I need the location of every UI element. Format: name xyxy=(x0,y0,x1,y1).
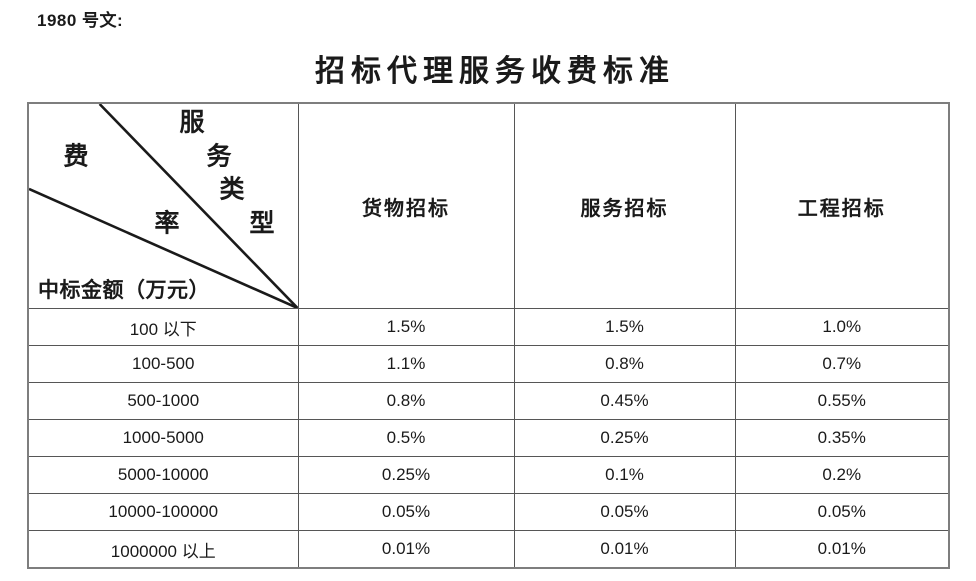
fee-value-cell: 0.5% xyxy=(297,419,515,457)
fee-value-cell: 0.01% xyxy=(734,530,950,569)
fee-value-cell: 0.8% xyxy=(513,345,736,383)
corner-service-type-char: 服 xyxy=(179,109,205,137)
table-row: 10000-100000 0.05% 0.05% 0.05% xyxy=(27,493,950,531)
diagonal-line-lower xyxy=(29,187,298,308)
fee-standard-table: 服 务 类 型 费 率 中标金额（万元） 货物招标 服务招标 工程招标 100 … xyxy=(27,102,950,569)
corner-fee-rate-char: 率 xyxy=(154,210,180,238)
row-label-cell: 100 以下 xyxy=(27,308,299,346)
table-row: 500-1000 0.8% 0.45% 0.55% xyxy=(27,382,950,420)
diagonal-line-upper xyxy=(98,104,298,308)
doc-number-label: 1980 号文: xyxy=(37,11,124,30)
diagonal-corner-cell: 服 务 类 型 费 率 中标金额（万元） xyxy=(27,102,299,309)
table-row: 5000-10000 0.25% 0.1% 0.2% xyxy=(27,456,950,494)
row-label-cell: 10000-100000 xyxy=(27,493,299,531)
fee-value-cell: 0.25% xyxy=(513,419,736,457)
fee-value-cell: 0.1% xyxy=(513,456,736,494)
row-label-cell: 1000000 以上 xyxy=(27,530,299,569)
corner-service-type-char: 类 xyxy=(219,176,245,204)
table-header-row: 服 务 类 型 费 率 中标金额（万元） 货物招标 服务招标 工程招标 xyxy=(27,102,950,309)
column-header-service: 服务招标 xyxy=(513,102,736,309)
fee-value-cell: 0.45% xyxy=(513,382,736,420)
fee-value-cell: 0.7% xyxy=(734,345,950,383)
fee-value-cell: 0.05% xyxy=(297,493,515,531)
column-header-engineering: 工程招标 xyxy=(734,102,950,309)
fee-value-cell: 0.8% xyxy=(297,382,515,420)
fee-value-cell: 1.0% xyxy=(734,308,950,346)
fee-value-cell: 0.25% xyxy=(297,456,515,494)
corner-amount-label: 中标金额（万元） xyxy=(38,278,210,302)
fee-value-cell: 0.35% xyxy=(734,419,950,457)
table-row: 1000-5000 0.5% 0.25% 0.35% xyxy=(27,419,950,457)
fee-value-cell: 0.05% xyxy=(734,493,950,531)
fee-value-cell: 1.5% xyxy=(513,308,736,346)
table-row: 1000000 以上 0.01% 0.01% 0.01% xyxy=(27,530,950,569)
fee-value-cell: 0.55% xyxy=(734,382,950,420)
corner-service-type-char: 务 xyxy=(206,143,232,171)
row-label-cell: 100-500 xyxy=(27,345,299,383)
fee-value-cell: 0.2% xyxy=(734,456,950,494)
fee-value-cell: 1.5% xyxy=(297,308,515,346)
diagonal-lines-graphic xyxy=(29,104,298,308)
corner-fee-rate-char: 费 xyxy=(63,143,89,171)
column-header-goods: 货物招标 xyxy=(297,102,515,309)
fee-value-cell: 0.01% xyxy=(297,530,515,569)
fee-value-cell: 1.1% xyxy=(297,345,515,383)
row-label-cell: 5000-10000 xyxy=(27,456,299,494)
fee-value-cell: 0.01% xyxy=(513,530,736,569)
page-title: 招标代理服务收费标准 xyxy=(315,55,675,88)
row-label-cell: 1000-5000 xyxy=(27,419,299,457)
diagonal-corner-box: 服 务 类 型 费 率 中标金额（万元） xyxy=(29,104,298,308)
corner-service-type-char: 型 xyxy=(249,210,275,238)
row-label-cell: 500-1000 xyxy=(27,382,299,420)
table-row: 100-500 1.1% 0.8% 0.7% xyxy=(27,345,950,383)
table-row: 100 以下 1.5% 1.5% 1.0% xyxy=(27,308,950,346)
fee-value-cell: 0.05% xyxy=(513,493,736,531)
